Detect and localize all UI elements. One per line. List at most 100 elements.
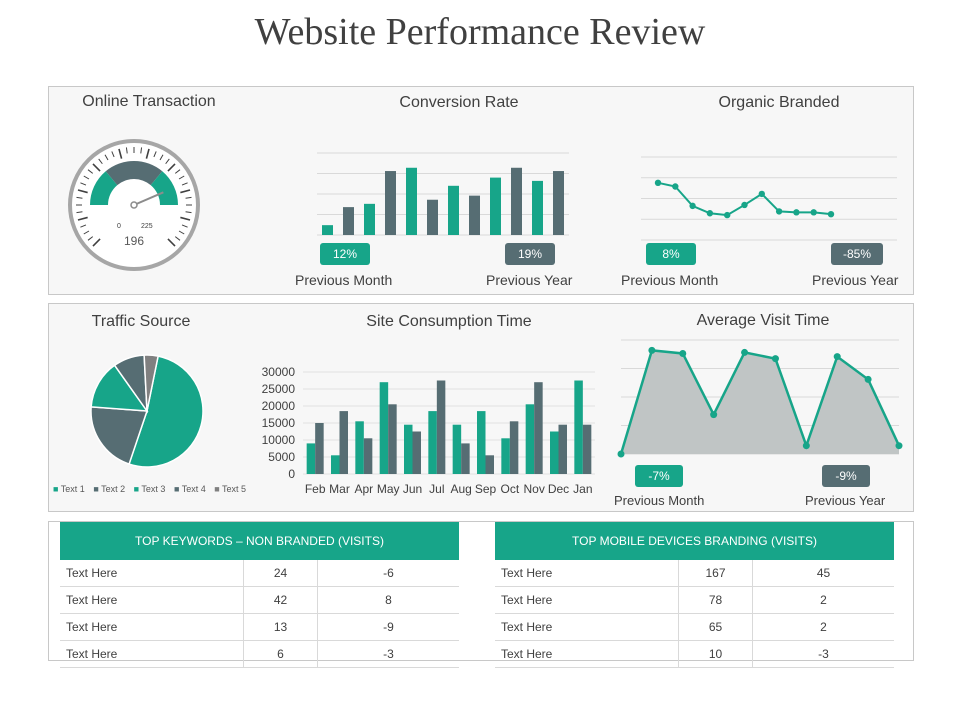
data-point xyxy=(793,209,800,216)
gauge-value: 196 xyxy=(124,234,144,248)
table-cell: Text Here xyxy=(60,613,244,641)
table-cell: Text Here xyxy=(60,560,244,587)
bar xyxy=(388,404,397,474)
table-row: Text Here 65 2 xyxy=(495,613,894,641)
y-tick-label: 10000 xyxy=(262,433,296,447)
gauge-max-label: 225 xyxy=(141,223,153,230)
online-transaction-gauge: 0 225 196 xyxy=(68,139,200,271)
table-cell: 10 xyxy=(678,640,753,668)
bar xyxy=(385,171,396,235)
visit-caption-year: Previous Year xyxy=(805,493,886,508)
bar xyxy=(490,177,501,235)
bar xyxy=(364,203,375,235)
gauge-tick xyxy=(181,224,188,228)
gauge-band-high xyxy=(150,171,178,205)
organic-caption-month: Previous Month xyxy=(621,272,719,288)
gauge-tick xyxy=(174,169,181,174)
area-fill xyxy=(621,350,899,454)
data-point xyxy=(758,190,765,198)
bar xyxy=(315,423,324,474)
traffic-legend: ■ Text 1 ■ Text 2 ■ Text 3 ■ Text 4 ■ Te… xyxy=(53,484,252,494)
gauge-hub xyxy=(130,201,138,209)
gauge-tick xyxy=(181,182,188,186)
bottom-panel: TOP KEYWORDS – NON BRANDED (VISITS) Text… xyxy=(48,521,914,668)
table-cell: -3 xyxy=(752,640,894,668)
x-tick-label: Oct xyxy=(500,482,519,496)
bar xyxy=(509,421,519,474)
bar xyxy=(469,195,480,235)
gauge-band-mid xyxy=(105,161,163,186)
table-cell: 2 xyxy=(752,586,894,614)
data-point xyxy=(802,442,810,450)
table-cell: 2 xyxy=(752,613,894,641)
gauge-tick xyxy=(140,147,143,154)
data-point xyxy=(710,411,718,419)
gauge-tick xyxy=(178,175,185,180)
visit-badge-year: -9% xyxy=(822,465,870,487)
data-point xyxy=(775,208,783,215)
x-tick-label: Feb xyxy=(305,482,326,496)
table-cell: -3 xyxy=(317,640,459,668)
table-row: Text Here 78 2 xyxy=(495,586,894,614)
x-tick-label: Dec xyxy=(548,482,569,496)
gauge-tick xyxy=(167,238,176,247)
data-point xyxy=(810,209,817,216)
conversion-caption-month: Previous Month xyxy=(295,272,393,288)
site-consumption-title: Site Consumption Time xyxy=(366,313,532,330)
legend-item: ■ Text 4 xyxy=(173,484,206,494)
data-point xyxy=(833,353,841,361)
gauge-tick xyxy=(83,230,90,235)
data-point xyxy=(706,210,714,217)
x-tick-label: Aug xyxy=(450,482,471,496)
table-cell: Text Here xyxy=(495,560,679,587)
bar xyxy=(574,380,583,474)
visit-caption-month: Previous Month xyxy=(614,493,705,508)
y-tick-label: 0 xyxy=(288,467,295,481)
bar xyxy=(534,382,543,474)
gauge-tick xyxy=(185,196,192,199)
bar xyxy=(412,431,421,474)
gauge-tick xyxy=(118,148,123,159)
gauge-tick xyxy=(77,216,88,221)
gauge-tick xyxy=(80,224,87,228)
gauge-tick xyxy=(83,175,90,180)
bar xyxy=(485,455,494,474)
bar xyxy=(532,180,543,235)
bar xyxy=(461,443,470,474)
table-row: Text Here 10 -3 xyxy=(495,640,894,668)
organic-branded-chart xyxy=(641,156,897,241)
legend-item: ■ Text 1 xyxy=(53,484,85,494)
gauge-tick xyxy=(80,182,87,186)
data-point xyxy=(648,346,656,354)
average-visit-chart xyxy=(617,339,903,458)
pie-slice xyxy=(128,355,204,468)
y-tick-label: 25000 xyxy=(262,382,296,396)
data-point xyxy=(672,183,679,190)
bar xyxy=(550,431,559,474)
bar xyxy=(331,455,340,474)
legend-item: ■ Text 5 xyxy=(214,484,247,494)
gauge-tick xyxy=(180,189,191,194)
table-cell: Text Here xyxy=(60,586,244,614)
gauge-tick xyxy=(76,196,83,199)
gauge-tick xyxy=(87,236,94,241)
gauge-tick xyxy=(98,158,103,165)
series-line xyxy=(619,349,901,455)
bar xyxy=(553,171,564,235)
table-cell: 167 xyxy=(678,560,753,587)
bar xyxy=(582,424,592,474)
gauge-tick xyxy=(185,211,192,214)
x-tick-label: Mar xyxy=(329,482,350,496)
organic-badge-month: 8% xyxy=(646,243,696,265)
table-cell: 78 xyxy=(678,586,753,614)
mobile-table-header: TOP MOBILE DEVICES BRANDING (VISITS) xyxy=(495,522,894,560)
table-row: Text Here 167 45 xyxy=(495,560,894,587)
bar xyxy=(436,380,446,474)
bar xyxy=(404,424,413,474)
gauge-tick xyxy=(167,163,176,172)
traffic-source-title: Traffic Source xyxy=(91,313,191,330)
bar xyxy=(322,225,333,235)
bar xyxy=(406,167,417,235)
bar xyxy=(339,411,348,474)
table-cell: -6 xyxy=(317,560,459,587)
